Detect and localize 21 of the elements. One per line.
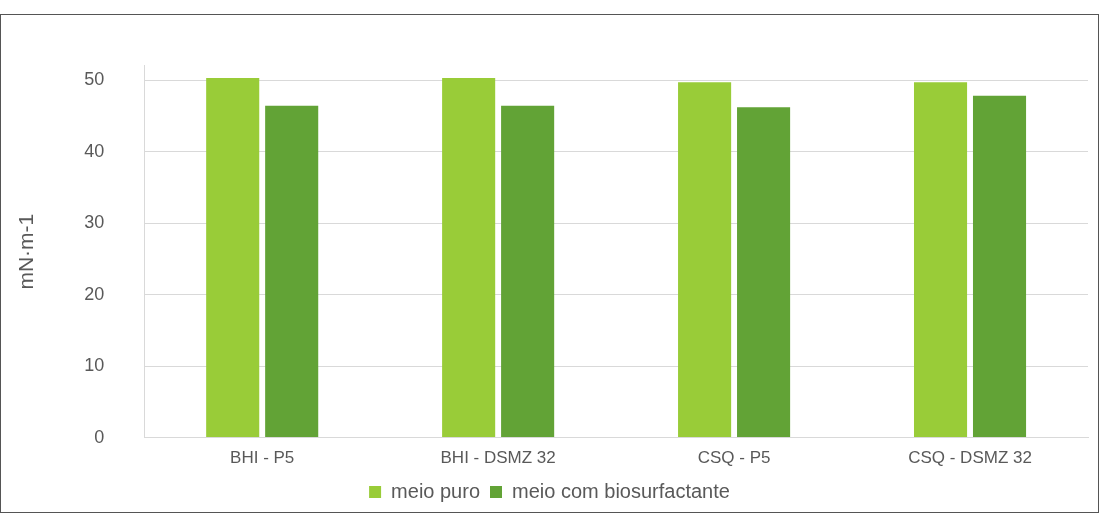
legend-label: meio puro [391,479,481,502]
y-axis-title: mN·m-1 [14,213,38,290]
bar [678,82,732,438]
bar [265,105,319,438]
bar [501,105,555,438]
x-tick-label: BHI - P5 [230,448,295,468]
bar [913,82,968,438]
bar [972,95,1027,438]
bar [737,107,791,438]
y-tick-label: 0 [94,426,105,447]
y-tick-label: 30 [84,212,105,233]
y-tick-label: 40 [84,140,105,161]
x-tick-label: CSQ - P5 [697,448,771,468]
y-tick-label: 20 [84,283,105,304]
y-tick-label: 10 [84,355,105,376]
bar [206,77,260,438]
x-tick-label: BHI - DSMZ 32 [440,448,556,468]
y-tick-label: 50 [84,69,105,90]
x-tick-label: CSQ - DSMZ 32 [908,448,1032,468]
bar [442,77,496,438]
legend-label: meio com biosurfactante [512,479,730,502]
